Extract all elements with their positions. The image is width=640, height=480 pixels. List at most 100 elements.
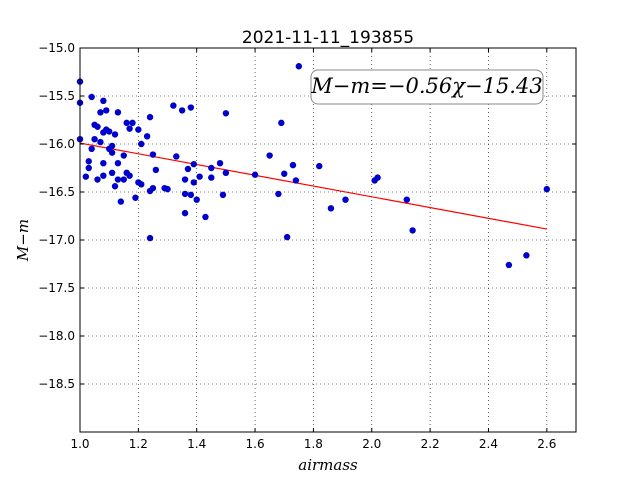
x-tick-label: 2.4 <box>479 437 498 451</box>
data-point <box>85 164 92 172</box>
data-point <box>281 170 288 177</box>
data-point <box>146 234 154 242</box>
data-point <box>181 209 189 217</box>
data-point <box>100 172 107 179</box>
y-tick-label: −16.0 <box>38 137 75 151</box>
data-point <box>88 93 95 101</box>
data-point <box>82 173 90 180</box>
data-point <box>149 151 157 158</box>
data-point <box>111 131 119 138</box>
chart-title: 2021-11-11_193855 <box>242 28 414 48</box>
data-point <box>278 119 285 127</box>
x-tick-label: 1.4 <box>187 437 206 451</box>
data-point <box>143 133 151 140</box>
data-point <box>316 162 323 170</box>
data-point <box>111 183 119 190</box>
data-point <box>88 145 95 152</box>
data-point <box>129 119 136 127</box>
fit-annotation: M−m=−0.56χ−15.43 <box>310 69 544 105</box>
data-point <box>181 190 189 198</box>
data-point <box>100 160 107 167</box>
data-point <box>523 252 530 259</box>
data-point <box>190 179 197 186</box>
data-point <box>94 123 101 130</box>
data-point <box>132 194 139 201</box>
x-tick-label: 1.2 <box>129 437 148 451</box>
data-point <box>100 97 107 105</box>
data-point <box>120 152 127 159</box>
grid <box>79 47 576 432</box>
data-point <box>85 158 92 165</box>
y-tick-label: −16.5 <box>38 185 75 199</box>
data-point <box>184 165 192 173</box>
data-point <box>327 205 335 212</box>
data-point <box>251 171 259 178</box>
data-point <box>173 153 180 160</box>
data-point <box>222 169 230 176</box>
data-point <box>190 160 197 168</box>
x-tick-label: 1.6 <box>246 437 265 451</box>
data-point <box>126 172 133 179</box>
data-point <box>120 176 127 183</box>
data-point <box>266 152 273 159</box>
data-point <box>295 63 303 70</box>
x-tick-label: 1.0 <box>70 437 89 451</box>
y-tick-label: −18.0 <box>38 329 75 343</box>
annotation-box <box>310 69 544 105</box>
data-point <box>114 176 122 183</box>
data-point <box>114 109 122 116</box>
data-point <box>97 138 104 146</box>
fit-line <box>79 142 547 230</box>
data-point <box>208 164 215 172</box>
data-point <box>138 140 145 148</box>
data-point <box>103 107 110 114</box>
data-point <box>216 160 224 167</box>
data-point <box>149 184 157 192</box>
data-point <box>409 227 416 234</box>
data-point <box>138 181 145 188</box>
data-point <box>202 213 209 221</box>
y-tick-label: −18.5 <box>38 377 75 391</box>
y-tick-label: −15.5 <box>38 89 75 103</box>
data-point <box>196 173 203 180</box>
data-point <box>114 160 122 167</box>
data-point <box>275 190 282 198</box>
data-point <box>292 177 300 184</box>
x-tick-label: 2.0 <box>362 437 381 451</box>
y-tick-label: −15.0 <box>38 41 75 55</box>
data-point <box>181 176 189 183</box>
data-point <box>342 196 349 203</box>
axis-ticks: 1.0 1.2 1.4 1.6 1.8 2.0 2.2 2.4 2.6 −15.0 −15.5 −16… <box>38 41 576 451</box>
data-point <box>170 102 177 109</box>
data-point <box>283 233 291 241</box>
data-point <box>108 169 116 176</box>
x-tick-label: 1.8 <box>304 437 323 451</box>
data-point <box>94 176 101 183</box>
data-point <box>146 113 154 121</box>
data-point <box>97 109 104 116</box>
plot-frame <box>79 47 577 433</box>
data-point <box>187 104 195 111</box>
data-point <box>374 174 381 181</box>
y-tick-label: −17.5 <box>38 281 75 295</box>
data-point <box>135 126 142 133</box>
x-axis-label: airmass <box>298 456 358 474</box>
data-point <box>91 136 98 143</box>
data-point <box>543 185 551 193</box>
fit-line-group <box>79 142 547 230</box>
x-tick-label: 2.2 <box>421 437 440 451</box>
data-point <box>219 191 227 199</box>
fit-equation: M−m=−0.56χ−15.43 <box>310 74 542 98</box>
data-point <box>222 110 230 117</box>
data-point <box>208 174 215 181</box>
data-point <box>403 196 410 203</box>
data-point <box>123 119 130 127</box>
y-tick-label: −17.0 <box>38 233 75 247</box>
data-point <box>178 107 186 114</box>
data-point <box>164 185 171 193</box>
data-point <box>289 161 297 169</box>
data-point <box>193 196 200 203</box>
data-point <box>152 166 160 174</box>
x-tick-label: 2.6 <box>537 437 556 451</box>
